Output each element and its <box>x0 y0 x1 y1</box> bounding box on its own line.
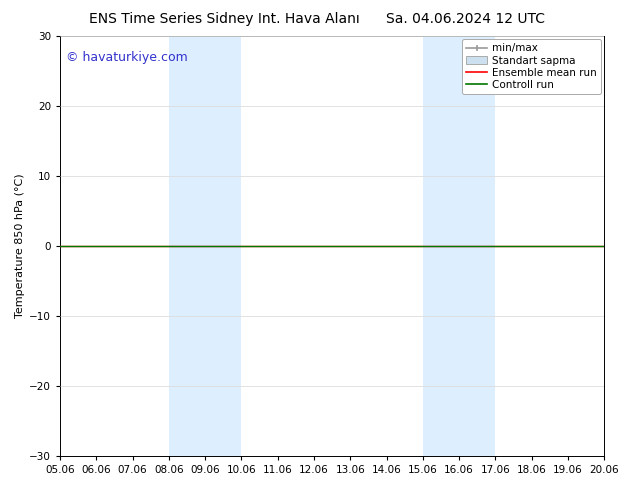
Legend: min/max, Standart sapma, Ensemble mean run, Controll run: min/max, Standart sapma, Ensemble mean r… <box>462 39 601 94</box>
Bar <box>423 36 495 456</box>
Text: © havaturkiye.com: © havaturkiye.com <box>65 51 187 64</box>
Y-axis label: Temperature 850 hPa (°C): Temperature 850 hPa (°C) <box>15 174 25 318</box>
Bar <box>169 36 242 456</box>
Text: ENS Time Series Sidney Int. Hava Alanı      Sa. 04.06.2024 12 UTC: ENS Time Series Sidney Int. Hava Alanı S… <box>89 12 545 26</box>
